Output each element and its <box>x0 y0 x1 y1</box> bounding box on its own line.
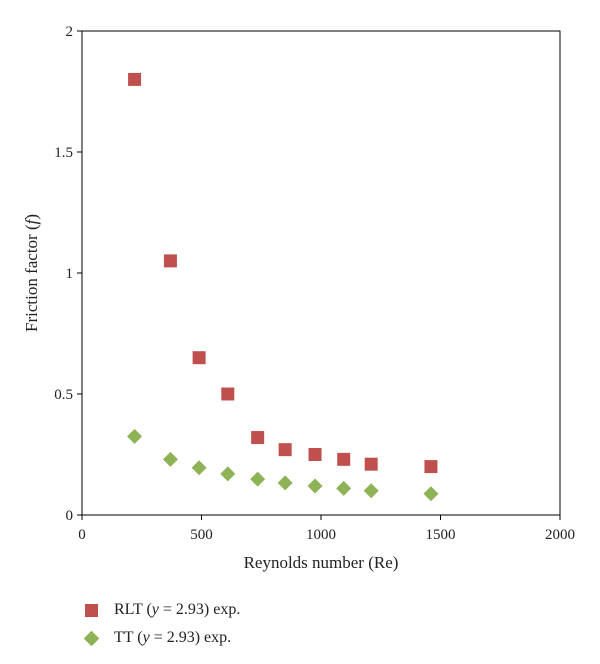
y-axis-title: Friction factor (f) <box>22 214 41 332</box>
x-axis-ticks: 0 500 1000 1500 2000 <box>78 515 575 543</box>
legend-label-rlt: RLT (y = 2.93) exp. <box>114 601 241 618</box>
y-tick-label: 1.5 <box>54 145 73 161</box>
data-point-rlt <box>163 254 177 268</box>
data-point-rlt <box>192 351 206 365</box>
plot-frame <box>81 30 561 516</box>
data-point-tt <box>307 478 323 494</box>
legend-item-tt: TT (y = 2.93) exp. <box>80 624 240 652</box>
data-point-tt <box>220 466 236 482</box>
y-tick-label: 0.5 <box>54 387 73 403</box>
chart: 0 500 1000 1500 2000 0 0.5 1 1.5 2 Reynolds numb… <box>22 24 575 572</box>
data-point-rlt <box>424 460 438 474</box>
data-point-tt <box>127 428 143 444</box>
data-point-rlt <box>308 448 322 461</box>
x-tick-label: 2000 <box>545 527 575 543</box>
x-tick-label: 1500 <box>426 527 456 543</box>
y-tick-label: 1 <box>66 266 74 282</box>
data-point-tt <box>336 480 352 496</box>
data-point-rlt <box>128 72 142 86</box>
legend-item-rlt: RLT (y = 2.93) exp. <box>80 596 240 624</box>
x-tick-label: 500 <box>190 527 213 543</box>
data-point-rlt <box>364 457 378 471</box>
legend-label-tt: TT (y = 2.93) exp. <box>114 629 232 646</box>
data-point-tt <box>250 471 266 487</box>
data-point-tt <box>363 483 379 499</box>
data-point-tt <box>162 451 178 467</box>
data-point-rlt <box>221 387 235 401</box>
legend-square-icon <box>80 599 102 621</box>
data-marks <box>127 72 439 502</box>
data-point-rlt <box>278 443 292 457</box>
y-tick-label: 0 <box>66 508 74 524</box>
legend: RLT (y = 2.93) exp. TT (y = 2.93) exp. <box>80 596 240 652</box>
x-axis-title: Reynolds number (Re) <box>244 553 399 572</box>
x-tick-label: 0 <box>78 527 86 543</box>
y-axis-ticks: 0 0.5 1 1.5 2 <box>54 24 82 524</box>
x-tick-label: 1000 <box>306 527 336 543</box>
y-tick-label: 2 <box>66 24 74 40</box>
data-point-tt <box>423 486 439 502</box>
data-point-tt <box>191 460 207 476</box>
data-point-rlt <box>337 452 351 466</box>
data-point-tt <box>277 475 293 491</box>
legend-diamond-icon <box>80 627 102 649</box>
data-point-rlt <box>251 431 265 445</box>
